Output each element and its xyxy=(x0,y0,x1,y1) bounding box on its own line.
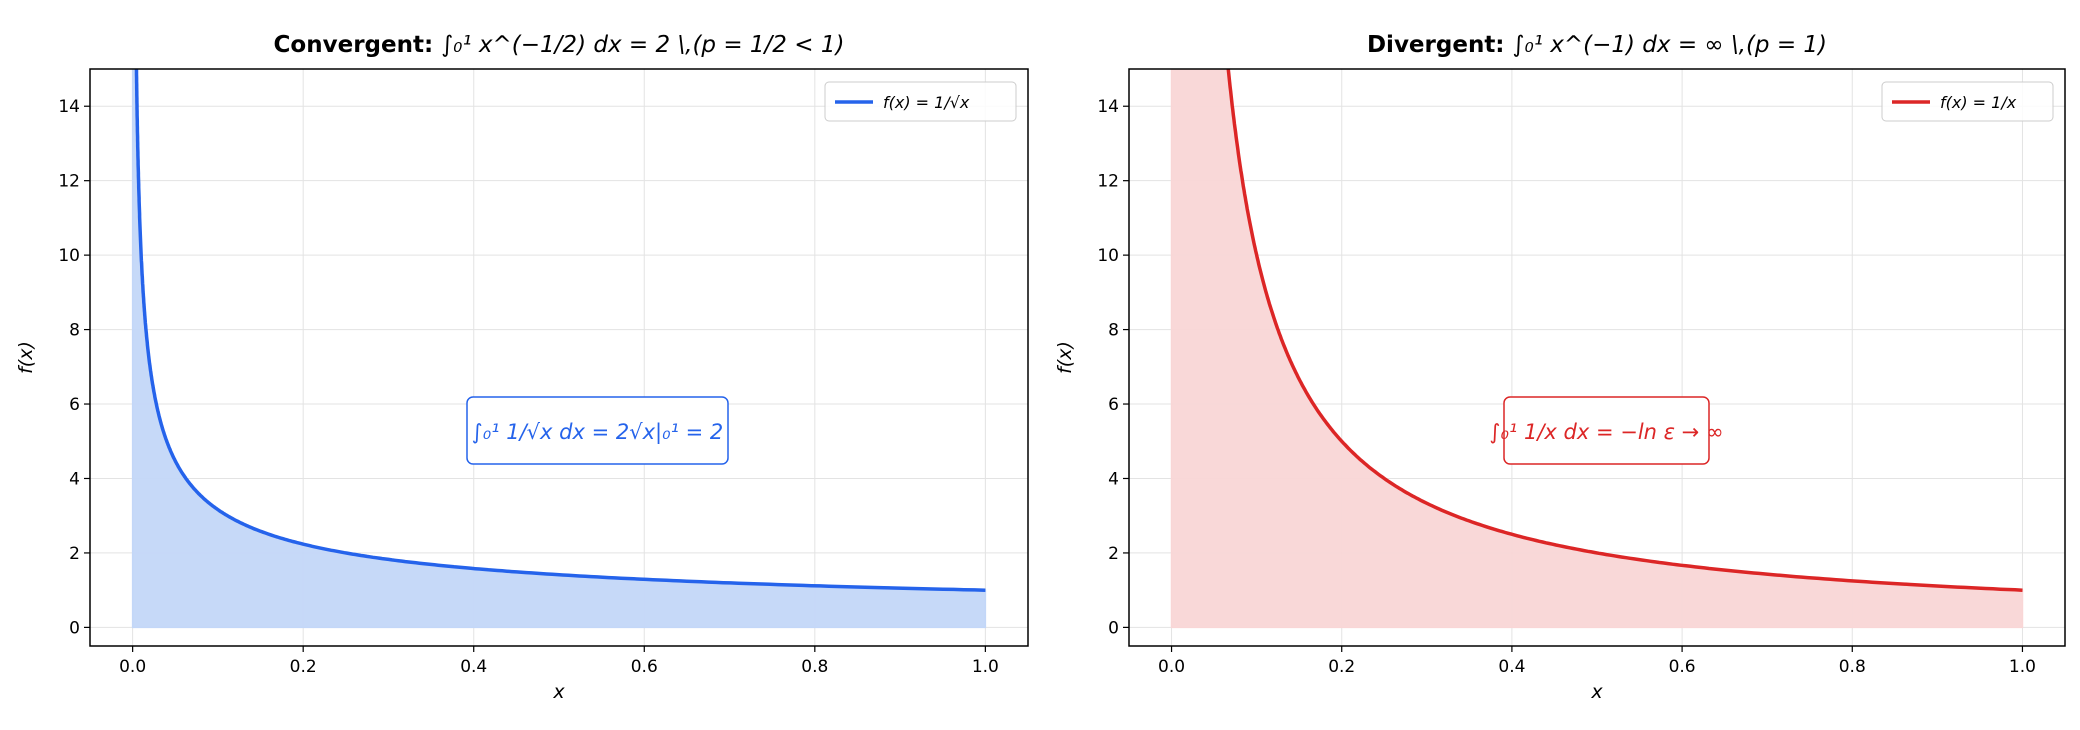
series-line xyxy=(1226,69,2023,592)
y-tick-label: 0 xyxy=(1108,618,1119,638)
y-axis-label: f(x) xyxy=(1054,341,1076,374)
x-tick-label: 0.4 xyxy=(1498,657,1525,677)
subplot-1: 0.0 0.2 0.4 0.6 0.8 1.0 0 2 4 6 8 10 12 14 Divergent: … xyxy=(1054,32,2066,703)
y-tick-label: 6 xyxy=(69,395,80,415)
y-tick-label: 14 xyxy=(58,97,80,117)
chart-title: Convergent: ∫₀¹ x^(−1/2) dx = 2 \,(p = 1… xyxy=(274,32,845,58)
x-tick-label: 0.0 xyxy=(1158,657,1185,677)
y-tick-label: 10 xyxy=(58,246,80,266)
title-math: ∫₀¹ x^(−1/2) dx = 2 \,(p = 1/2 < 1) xyxy=(441,32,844,58)
x-tick-label: 0.8 xyxy=(1839,657,1866,677)
title-bold: Divergent: xyxy=(1367,32,1505,58)
chart-title: Divergent: ∫₀¹ x^(−1) dx = ∞ \,(p = 1) xyxy=(1367,32,1827,58)
legend-entry: f(x) = 1/x xyxy=(1940,93,2017,112)
legend: f(x) = 1/x xyxy=(1881,81,2054,122)
y-tick-label: 0 xyxy=(69,618,80,638)
x-tick-label: 0.6 xyxy=(1669,657,1696,677)
annotation-text: ∫₀¹ 1/x dx = −ln ε → ∞ xyxy=(1490,420,1724,444)
y-tick-label: 10 xyxy=(1097,246,1119,266)
subplot-0: 0.0 0.2 0.4 0.6 0.8 1.0 0 2 4 6 8 10 12 14 Convergent:… xyxy=(15,32,1029,703)
x-axis-label: x xyxy=(552,681,565,703)
annotation-box xyxy=(1503,396,1710,465)
y-tick-label: 8 xyxy=(69,321,80,341)
y-tick-label: 4 xyxy=(1108,469,1119,489)
x-tick-label: 0.4 xyxy=(460,657,487,677)
annotation: ∫₀¹ 1/√x dx = 2√x|₀¹ = 2 xyxy=(466,396,729,465)
x-tick-label: 0.2 xyxy=(1328,657,1355,677)
y-tick-label: 2 xyxy=(69,544,80,564)
legend-box xyxy=(1881,81,2054,122)
x-tick-label: 0.0 xyxy=(119,657,146,677)
annotation: ∫₀¹ 1/x dx = −ln ε → ∞ xyxy=(1490,396,1724,465)
y-tick-label: 4 xyxy=(69,469,80,489)
y-tick-label: 6 xyxy=(1108,395,1119,415)
x-tick-label: 0.6 xyxy=(631,657,658,677)
axes-frame xyxy=(1128,68,2066,647)
legend: f(x) = 1/√x xyxy=(824,81,1017,122)
title-bold: Convergent: xyxy=(274,32,434,58)
y-tick-label: 2 xyxy=(1108,544,1119,564)
y-axis-label: f(x) xyxy=(15,341,37,374)
x-tick-label: 1.0 xyxy=(2009,657,2036,677)
legend-entry: f(x) = 1/√x xyxy=(883,93,970,112)
y-tick-label: 14 xyxy=(1097,97,1119,117)
title-math: ∫₀¹ x^(−1) dx = ∞ \,(p = 1) xyxy=(1513,32,1828,58)
x-tick-label: 0.8 xyxy=(801,657,828,677)
annotation-text: ∫₀¹ 1/√x dx = 2√x|₀¹ = 2 xyxy=(472,420,723,445)
axes-frame xyxy=(89,68,1029,647)
x-axis-label: x xyxy=(1590,681,1603,703)
annotation-box xyxy=(466,396,729,465)
y-tick-label: 8 xyxy=(1108,321,1119,341)
x-tick-label: 0.2 xyxy=(290,657,317,677)
y-tick-label: 12 xyxy=(58,172,80,192)
series-line xyxy=(134,69,986,592)
x-tick-label: 1.0 xyxy=(972,657,999,677)
y-tick-label: 12 xyxy=(1097,172,1119,192)
legend-box xyxy=(824,81,1017,122)
